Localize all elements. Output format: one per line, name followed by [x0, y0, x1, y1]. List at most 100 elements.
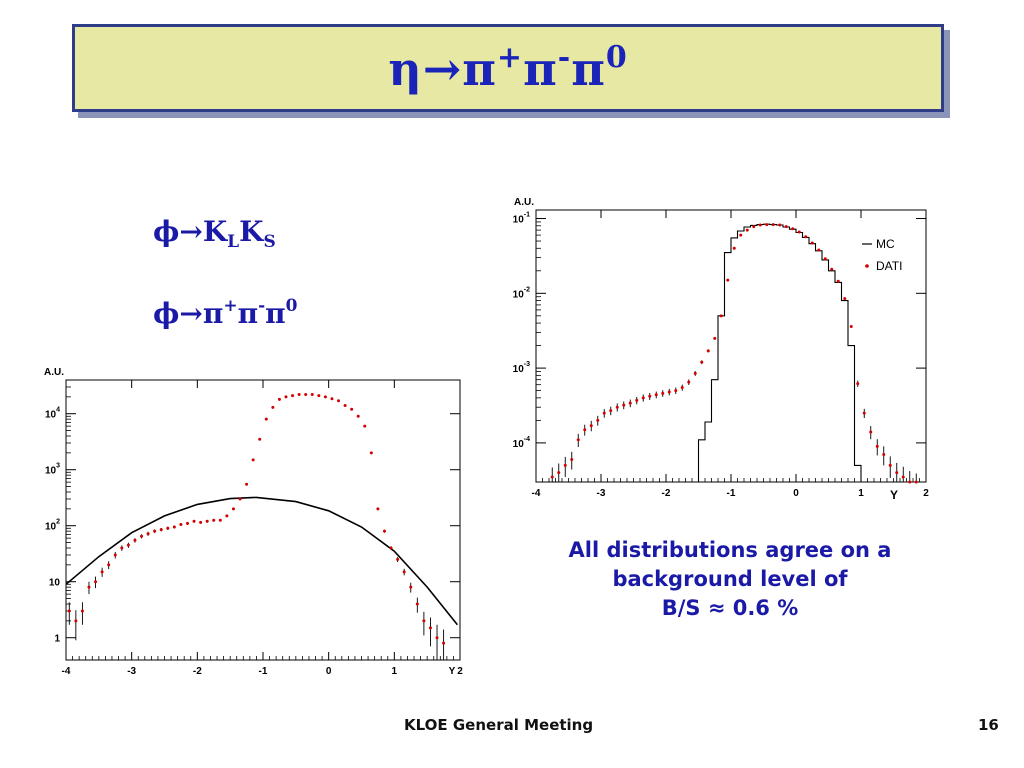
right-plot-frame [535, 209, 927, 483]
right-plot-data-point [771, 223, 775, 227]
left-plot-data-point [363, 424, 367, 428]
left-plot-data-point [284, 395, 288, 399]
left-plot-data-point [140, 534, 144, 538]
left-plot-data-point [297, 393, 301, 397]
left-plot-frame [65, 379, 461, 661]
right-plot-data-point [563, 463, 567, 467]
right-plot-data-point [732, 246, 736, 250]
left-plot-data-point [225, 514, 229, 518]
left-plot-data-point [409, 585, 413, 589]
left-plot-data-point [442, 641, 446, 645]
left-plot-data-point [251, 458, 255, 462]
left-plot-data-point [356, 414, 360, 418]
title-box: η→π+π-π0 [72, 24, 944, 112]
left-plot-data-point [271, 405, 275, 409]
footer-meeting-name: KLOE General Meeting [404, 716, 594, 734]
right-plot-data-point [758, 223, 762, 227]
left-plot-data-point [310, 393, 314, 397]
right-plot-data-point [810, 241, 814, 245]
note-line: background level of [612, 567, 848, 591]
decay-phi-kl-ks: ϕ→KLKS [153, 215, 276, 252]
left-plot-data-point [205, 519, 209, 523]
left-plot-data-point [80, 609, 84, 613]
left-plot-data-point [218, 518, 222, 522]
left-plot-data-point [337, 399, 341, 403]
left-plot-data-point [402, 570, 406, 574]
left-plot-data-point [350, 407, 354, 411]
right-plot-data-point [875, 444, 879, 448]
right-plot-data-point [765, 223, 769, 227]
right-plot-data-point [700, 360, 704, 364]
right-plot-data-point [739, 233, 743, 237]
left-plot-data-point [238, 497, 242, 501]
left-plot-data-point [113, 553, 117, 557]
left-plot-data-point [199, 520, 203, 524]
right-plot-y-tick-label: 10-2 [513, 286, 530, 300]
left-plot-data-point [396, 557, 400, 561]
left-plot-data-point [428, 626, 432, 630]
right-plot-data-point [745, 228, 749, 232]
right-plot-data-point [602, 411, 606, 415]
left-plot-data-point [100, 570, 104, 574]
left-plot-x-tick-label: -3 [127, 666, 136, 677]
left-plot-y-tick-label: 102 [45, 519, 60, 533]
right-plot-x-tick-label: -1 [727, 488, 736, 499]
left-plot-data-point [166, 526, 170, 530]
right-plot-data-point [888, 463, 892, 467]
right-plot-legend-dati-marker [865, 264, 869, 268]
left-plot-data-point [126, 543, 130, 547]
right-plot-data-point [843, 297, 847, 301]
left-plot-data-point [146, 532, 150, 536]
right-plot-data-point [680, 386, 684, 390]
right-plot-data-point [693, 371, 697, 375]
right-plot-data-point [882, 452, 886, 456]
right-plot-legend-mc-label: MC [876, 237, 895, 251]
left-plot-data-point [376, 507, 380, 511]
right-plot-data-point [817, 248, 821, 252]
right-plot-x-axis-label: Y [890, 488, 898, 502]
left-plot-x-tick-label: 1 [392, 666, 398, 677]
left-plot-fit-curve [65, 496, 459, 626]
right-plot-data-point [856, 382, 860, 386]
right-plot-data-point [550, 475, 554, 479]
decay-phi-three-pion: ϕ→π+π-π0 [153, 296, 298, 330]
right-plot-data-point [674, 389, 678, 393]
right-plot-data-point [784, 225, 788, 229]
right-plot-x-tick-label: -4 [532, 488, 541, 499]
left-plot-data-point [317, 394, 321, 398]
left-plot-data-point [231, 507, 235, 511]
left-plot-data-point [133, 538, 137, 542]
right-plot-legend-dati-label: DATI [876, 259, 902, 273]
left-plot-y-tick-label: 103 [45, 463, 60, 477]
right-plot-data-point [641, 396, 645, 400]
right-plot-data-point [635, 398, 639, 402]
right-plot-data-point [654, 393, 658, 397]
right-plot-data-point [726, 278, 730, 282]
right-plot-data-point [570, 457, 574, 461]
right-plot-data-point [622, 403, 626, 407]
right-plot-data-point [791, 227, 795, 231]
right-plot-data-point [830, 267, 834, 271]
left-plot-data-point [382, 529, 386, 533]
left-plot-data-point [422, 619, 426, 623]
left-plot-data-point [330, 397, 334, 401]
left-plot-data-point [415, 602, 419, 606]
left-plot-x-tick-label: -4 [62, 666, 71, 677]
right-plot-y-axis-label: A.U. [514, 197, 534, 208]
left-plot-data-point [277, 397, 281, 401]
right-plot-mc-histogram [536, 223, 926, 483]
left-plot-data-point [120, 546, 124, 550]
right-plot-x-tick-label: -3 [597, 488, 606, 499]
left-plot-data-point [67, 609, 71, 613]
slide-title: η→π+π-π0 [388, 40, 628, 96]
left-plot-data-point [435, 636, 439, 640]
left-plot-data-point [389, 546, 393, 550]
note-line: All distributions agree on a [568, 538, 892, 562]
page-number: 16 [978, 716, 999, 734]
right-plot-data-point [583, 428, 587, 432]
left-plot-data-point [212, 518, 216, 522]
right-plot-data-point [908, 480, 912, 484]
right-plot-y-tick-label: 10-1 [513, 212, 530, 226]
left-plot-data-point [258, 437, 262, 441]
right-plot-data-point [576, 438, 580, 442]
